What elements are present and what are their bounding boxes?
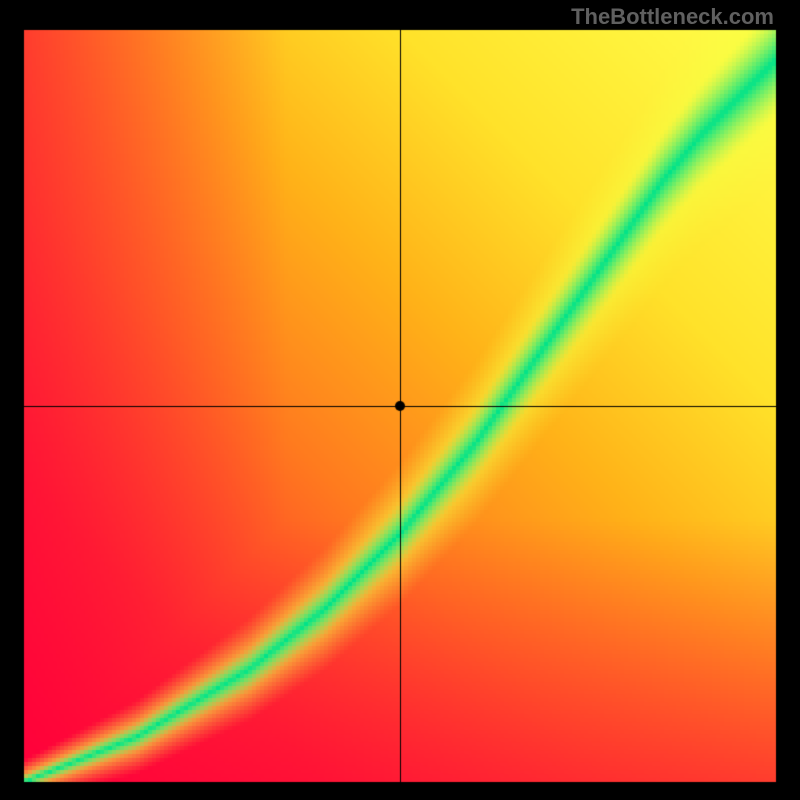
bottleneck-heatmap — [0, 0, 800, 800]
bottleneck-heatmap-container: { "watermark": { "text": "TheBottleneck.… — [0, 0, 800, 800]
watermark-text: TheBottleneck.com — [571, 4, 774, 30]
